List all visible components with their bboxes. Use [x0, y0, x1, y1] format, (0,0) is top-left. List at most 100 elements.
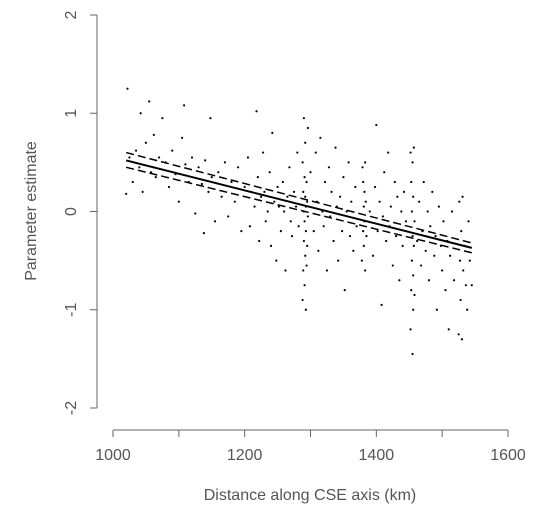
- fit-line: [125, 159, 473, 249]
- point: [184, 163, 187, 166]
- point: [434, 234, 437, 238]
- point: [288, 166, 291, 169]
- point: [412, 195, 415, 198]
- point: [154, 176, 157, 179]
- point: [302, 190, 305, 193]
- point: [334, 146, 337, 149]
- point: [396, 195, 399, 198]
- point: [332, 239, 335, 243]
- point: [290, 234, 294, 238]
- point: [213, 220, 217, 223]
- y-tick-label: -1: [63, 303, 80, 317]
- point: [303, 176, 306, 179]
- point: [354, 185, 357, 189]
- point: [302, 269, 305, 272]
- point: [317, 249, 320, 252]
- point: [420, 264, 423, 267]
- point: [383, 171, 386, 174]
- point: [426, 210, 429, 213]
- point: [362, 180, 365, 184]
- x-tick-label: 1400: [359, 447, 395, 464]
- point: [401, 244, 404, 247]
- point: [466, 308, 469, 311]
- point: [391, 264, 394, 267]
- point: [240, 230, 243, 233]
- point: [258, 239, 261, 243]
- point: [330, 190, 333, 193]
- point: [220, 195, 223, 198]
- point: [418, 200, 421, 203]
- point: [460, 338, 464, 341]
- point: [347, 161, 350, 164]
- point: [233, 200, 236, 203]
- point: [306, 200, 309, 203]
- point: [256, 176, 259, 179]
- point: [125, 192, 128, 195]
- point: [435, 308, 438, 311]
- point: [410, 259, 413, 262]
- point: [286, 195, 289, 198]
- point: [398, 279, 401, 282]
- point: [460, 230, 463, 233]
- point: [171, 149, 174, 152]
- point: [306, 126, 309, 130]
- point: [343, 289, 346, 292]
- point: [157, 156, 161, 159]
- point: [161, 117, 164, 120]
- point: [362, 205, 365, 208]
- point: [327, 166, 331, 169]
- point: [444, 289, 447, 292]
- point: [304, 195, 307, 198]
- point: [190, 156, 194, 159]
- point: [236, 166, 240, 169]
- y-axis-label: Parameter estimate: [23, 141, 40, 281]
- point: [355, 225, 358, 228]
- point: [303, 220, 306, 223]
- point: [138, 166, 141, 169]
- point: [364, 161, 367, 164]
- point: [297, 225, 300, 228]
- point: [457, 333, 460, 336]
- point: [255, 110, 258, 113]
- point: [141, 190, 144, 193]
- point: [442, 220, 445, 223]
- point: [314, 151, 317, 154]
- point: [181, 136, 184, 139]
- point: [412, 274, 415, 277]
- point: [362, 244, 365, 247]
- point: [197, 166, 200, 169]
- point: [409, 151, 412, 154]
- x-axis-label: Distance along CSE axis (km): [204, 487, 417, 504]
- y-tick-label: -2: [63, 401, 80, 415]
- x-tick-label: 1200: [227, 447, 263, 464]
- point: [441, 269, 444, 272]
- point: [323, 180, 327, 184]
- point: [204, 159, 207, 162]
- point: [128, 156, 131, 159]
- point: [431, 190, 434, 193]
- point: [450, 210, 454, 213]
- point: [207, 190, 210, 193]
- point: [413, 293, 416, 297]
- point: [302, 239, 306, 243]
- point: [312, 230, 315, 233]
- point: [458, 200, 461, 203]
- point: [416, 239, 419, 243]
- point: [264, 220, 267, 223]
- y-tick-label: 1: [63, 109, 80, 118]
- point: [410, 210, 413, 213]
- point: [319, 136, 322, 139]
- point: [411, 234, 414, 238]
- point: [429, 225, 432, 228]
- point: [364, 200, 367, 203]
- point: [433, 254, 436, 257]
- point: [411, 352, 414, 356]
- point: [266, 210, 269, 213]
- point: [303, 284, 306, 287]
- point: [409, 328, 412, 331]
- point: [227, 215, 230, 218]
- point: [381, 215, 385, 218]
- point: [134, 149, 138, 152]
- point: [248, 225, 252, 228]
- point: [352, 249, 355, 252]
